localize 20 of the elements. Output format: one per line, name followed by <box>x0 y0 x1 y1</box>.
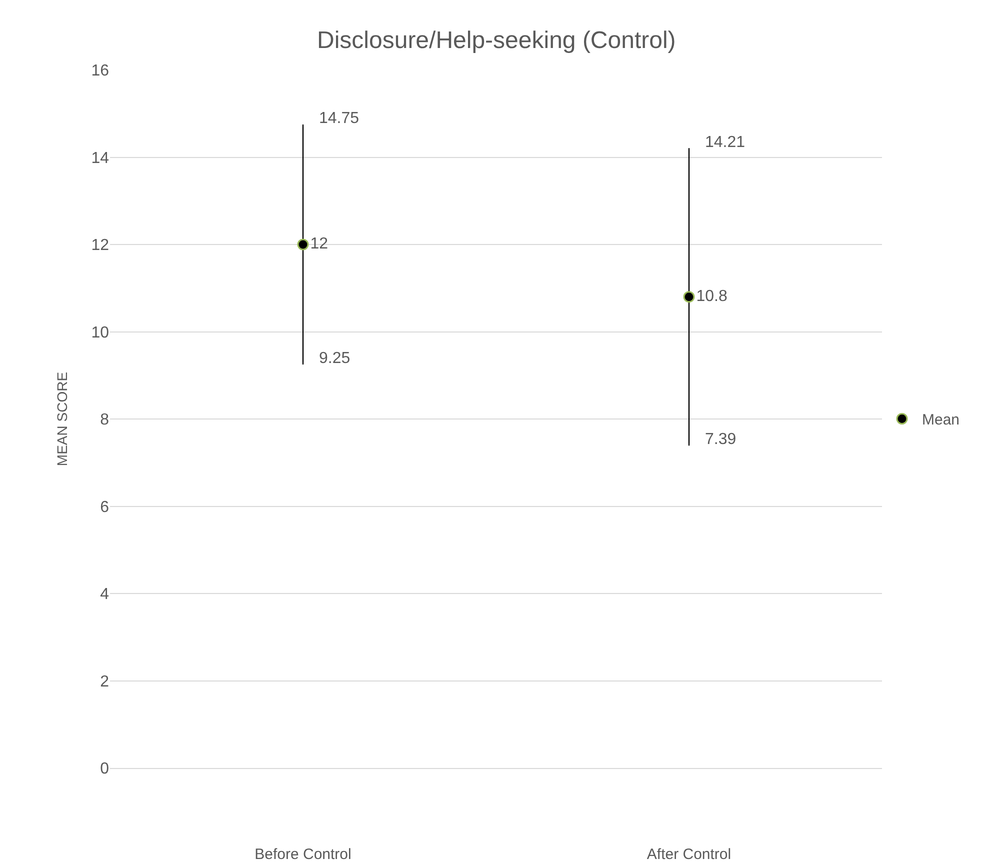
annotation: 7.39 <box>705 431 736 448</box>
x-tick-label: Before Control <box>254 846 352 863</box>
data-label: 12 <box>310 236 328 252</box>
y-tick-label: 10 <box>91 324 110 342</box>
y-tick-label: 14 <box>91 150 110 167</box>
x-tick-label: After Control <box>646 846 732 863</box>
data-label: 10.8 <box>696 288 728 305</box>
y-tick-label: 8 <box>100 412 110 429</box>
y-tick-label: 12 <box>91 237 110 254</box>
y-tick-label: 2 <box>100 673 110 690</box>
annotation: 14.75 <box>319 110 360 127</box>
y-tick-label: 0 <box>100 760 110 778</box>
y-axis-title: MEAN SCORE <box>54 372 70 466</box>
legend-label: Mean <box>922 412 960 429</box>
chart-title: Disclosure/Help-seeking (Control) <box>317 27 676 54</box>
annotation: 9.25 <box>319 350 350 367</box>
y-tick-label: 4 <box>100 586 110 604</box>
y-tick-label: 6 <box>100 498 110 516</box>
annotation: 14.21 <box>705 134 746 151</box>
y-tick-label: 16 <box>91 62 110 80</box>
